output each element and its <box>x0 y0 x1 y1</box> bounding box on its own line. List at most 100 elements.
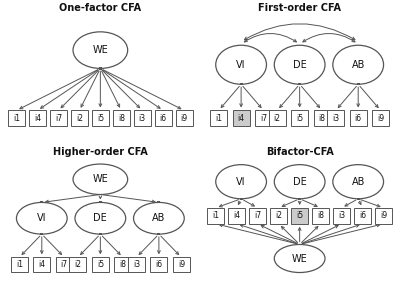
Text: i4: i4 <box>238 114 245 123</box>
Text: i8: i8 <box>317 211 324 220</box>
FancyBboxPatch shape <box>92 111 109 126</box>
Text: i9: i9 <box>181 114 188 123</box>
Ellipse shape <box>333 45 384 84</box>
Text: i8: i8 <box>318 114 326 123</box>
Text: i5: i5 <box>97 114 104 123</box>
FancyBboxPatch shape <box>99 233 102 235</box>
Text: i5: i5 <box>296 114 303 123</box>
FancyBboxPatch shape <box>269 111 286 126</box>
Text: i9: i9 <box>178 260 185 269</box>
Text: i8: i8 <box>119 260 126 269</box>
FancyBboxPatch shape <box>33 257 50 272</box>
Text: i2: i2 <box>275 211 282 220</box>
FancyBboxPatch shape <box>29 111 46 126</box>
Text: i4: i4 <box>38 260 45 269</box>
FancyBboxPatch shape <box>298 198 301 200</box>
Text: VI: VI <box>236 60 246 70</box>
Text: i5: i5 <box>97 260 104 269</box>
Text: i1: i1 <box>16 260 23 269</box>
FancyBboxPatch shape <box>354 208 371 224</box>
FancyBboxPatch shape <box>240 83 243 85</box>
Title: Higher-order CFA: Higher-order CFA <box>53 147 148 157</box>
FancyBboxPatch shape <box>312 208 329 224</box>
Text: i2: i2 <box>76 114 83 123</box>
Text: DE: DE <box>293 60 306 70</box>
FancyBboxPatch shape <box>291 111 308 126</box>
Text: i3: i3 <box>332 114 339 123</box>
FancyBboxPatch shape <box>375 208 392 224</box>
FancyBboxPatch shape <box>333 208 350 224</box>
Text: i3: i3 <box>133 260 140 269</box>
Text: i2: i2 <box>274 114 281 123</box>
FancyBboxPatch shape <box>134 111 151 126</box>
Text: AB: AB <box>352 60 365 70</box>
Ellipse shape <box>134 202 184 234</box>
Text: i5: i5 <box>296 211 303 220</box>
Text: i4: i4 <box>233 211 240 220</box>
Text: AB: AB <box>352 177 365 187</box>
Ellipse shape <box>274 244 325 272</box>
FancyBboxPatch shape <box>40 201 43 203</box>
Text: i4: i4 <box>34 114 41 123</box>
Text: i7: i7 <box>260 114 267 123</box>
Text: i8: i8 <box>118 114 125 123</box>
FancyBboxPatch shape <box>240 198 243 200</box>
FancyBboxPatch shape <box>99 193 102 195</box>
FancyBboxPatch shape <box>70 257 86 272</box>
FancyBboxPatch shape <box>255 111 272 126</box>
FancyBboxPatch shape <box>56 257 73 272</box>
Text: i6: i6 <box>359 211 366 220</box>
FancyBboxPatch shape <box>249 208 266 224</box>
Text: WE: WE <box>92 45 108 55</box>
FancyBboxPatch shape <box>357 83 360 85</box>
Text: WE: WE <box>292 254 308 263</box>
Text: DE: DE <box>94 213 107 223</box>
FancyBboxPatch shape <box>207 208 224 224</box>
FancyBboxPatch shape <box>173 257 190 272</box>
Text: i3: i3 <box>338 211 345 220</box>
Ellipse shape <box>73 164 128 195</box>
FancyBboxPatch shape <box>157 201 160 203</box>
Text: i6: i6 <box>160 114 167 123</box>
FancyBboxPatch shape <box>314 111 330 126</box>
FancyBboxPatch shape <box>71 111 88 126</box>
Text: i1: i1 <box>212 211 219 220</box>
Text: i7: i7 <box>254 211 261 220</box>
FancyBboxPatch shape <box>350 111 367 126</box>
FancyBboxPatch shape <box>8 111 25 126</box>
Text: i7: i7 <box>61 260 68 269</box>
FancyBboxPatch shape <box>228 208 245 224</box>
FancyBboxPatch shape <box>114 257 131 272</box>
FancyBboxPatch shape <box>327 111 344 126</box>
Text: VI: VI <box>37 213 46 223</box>
Ellipse shape <box>274 45 325 84</box>
Text: i1: i1 <box>215 114 222 123</box>
FancyBboxPatch shape <box>155 111 172 126</box>
FancyBboxPatch shape <box>98 67 102 69</box>
FancyBboxPatch shape <box>176 111 193 126</box>
Text: i6: i6 <box>155 260 162 269</box>
Text: i7: i7 <box>55 114 62 123</box>
Ellipse shape <box>333 165 384 199</box>
Title: Bifactor-CFA: Bifactor-CFA <box>266 147 334 157</box>
FancyBboxPatch shape <box>298 83 301 85</box>
Text: i9: i9 <box>377 114 384 123</box>
Title: One-factor CFA: One-factor CFA <box>59 3 142 13</box>
FancyBboxPatch shape <box>40 233 43 235</box>
FancyBboxPatch shape <box>99 201 102 203</box>
FancyBboxPatch shape <box>357 198 360 200</box>
Text: i6: i6 <box>355 114 362 123</box>
FancyBboxPatch shape <box>92 257 109 272</box>
Text: i2: i2 <box>74 260 82 269</box>
FancyBboxPatch shape <box>157 233 160 235</box>
FancyBboxPatch shape <box>372 111 389 126</box>
FancyBboxPatch shape <box>11 257 28 272</box>
Ellipse shape <box>216 165 266 199</box>
FancyBboxPatch shape <box>270 208 287 224</box>
Ellipse shape <box>73 32 128 69</box>
Text: i3: i3 <box>139 114 146 123</box>
FancyBboxPatch shape <box>113 111 130 126</box>
Text: i1: i1 <box>13 114 20 123</box>
FancyBboxPatch shape <box>291 208 308 224</box>
Text: WE: WE <box>92 174 108 184</box>
